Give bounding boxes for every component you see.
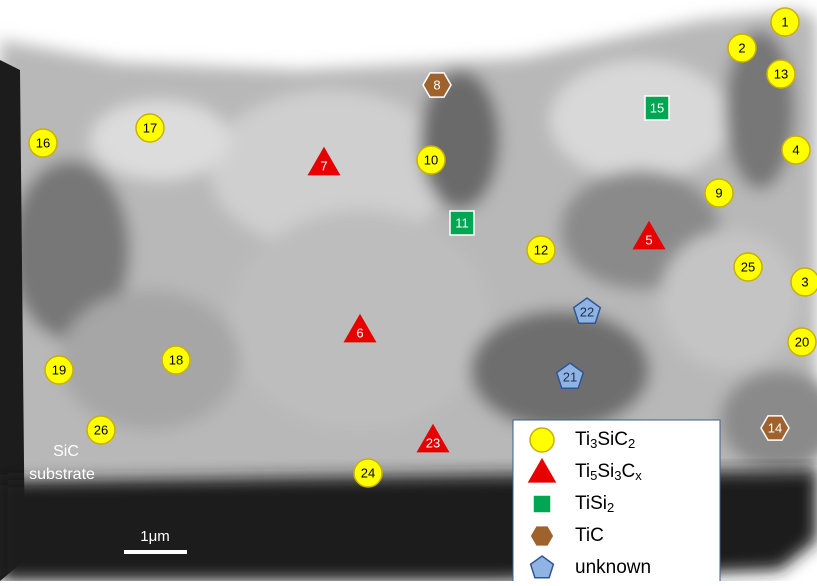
hexagon-marker xyxy=(530,526,554,547)
substrate-label: substrate xyxy=(29,466,95,483)
marker-label: 22 xyxy=(580,304,594,319)
legend-label-part: Si xyxy=(597,461,614,482)
marker-label: 20 xyxy=(795,334,809,349)
legend-label: TiC xyxy=(575,525,604,546)
marker-label: 25 xyxy=(741,259,755,274)
micrograph-figure: 1213815171671049115122532262018192126142… xyxy=(0,0,817,581)
circle-marker xyxy=(530,428,554,452)
legend-label-part: 2 xyxy=(628,436,635,451)
marker-label: 19 xyxy=(52,362,66,377)
marker-label: 5 xyxy=(645,232,652,247)
tem-image xyxy=(0,10,817,480)
marker-label: 11 xyxy=(455,215,469,230)
marker-label: 1 xyxy=(781,14,788,29)
legend-label-part: 2 xyxy=(607,500,614,515)
marker-label: 2 xyxy=(738,40,745,55)
legend-label-part: Ti xyxy=(575,429,590,450)
legend-label-part: 5 xyxy=(590,468,597,483)
legend-label-part: 3 xyxy=(590,436,597,451)
marker-label: 13 xyxy=(774,66,788,81)
marker-label: 9 xyxy=(715,185,722,200)
legend-label-part: unknown xyxy=(575,557,651,578)
marker-label: 6 xyxy=(356,325,363,340)
marker-label: 8 xyxy=(433,77,440,92)
legend-label-part: TiSi xyxy=(575,493,607,514)
marker-label: 3 xyxy=(801,274,808,289)
legend-label-part: SiC xyxy=(597,429,628,450)
scale-bar-label: 1μm xyxy=(140,528,169,545)
legend-label-part: C xyxy=(622,461,636,482)
marker-label: 21 xyxy=(563,369,577,384)
marker-label: 15 xyxy=(650,100,664,115)
marker-label: 7 xyxy=(320,158,327,173)
legend-label: unknown xyxy=(575,557,651,578)
marker-label: 14 xyxy=(768,420,782,435)
marker-label: 18 xyxy=(169,352,183,367)
legend-label: Ti3SiC2 xyxy=(575,429,635,451)
marker-label: 24 xyxy=(361,465,375,480)
legend-label-part: TiC xyxy=(575,525,604,546)
legend-label-part: 3 xyxy=(614,468,621,483)
legend-label: Ti5Si3Cx xyxy=(575,461,642,483)
marker-label: 12 xyxy=(534,242,548,257)
marker-label: 4 xyxy=(792,142,799,157)
substrate-label: SiC xyxy=(53,443,79,460)
marker-label: 26 xyxy=(94,422,108,437)
legend-label-part: x xyxy=(635,468,642,483)
marker-label: 23 xyxy=(426,435,440,450)
marker-label: 16 xyxy=(36,135,50,150)
marker-label: 10 xyxy=(424,152,438,167)
legend-label-part: Ti xyxy=(575,461,590,482)
square-marker xyxy=(533,495,551,513)
marker-label: 17 xyxy=(143,120,157,135)
